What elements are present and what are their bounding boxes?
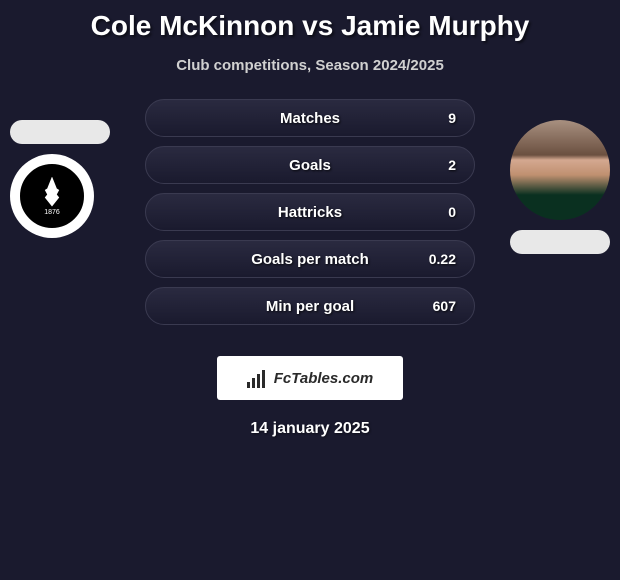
stat-label: Goals per match xyxy=(251,251,369,268)
brand-text: FcTables.com xyxy=(274,370,373,387)
player-left-avatar-placeholder xyxy=(10,120,110,144)
stat-bar-goals-per-match: Goals per match 0.22 xyxy=(145,240,475,278)
date-label: 14 january 2025 xyxy=(0,420,620,438)
subtitle: Club competitions, Season 2024/2025 xyxy=(0,57,620,74)
stat-label: Min per goal xyxy=(266,298,354,315)
club-badge-year: 1876 xyxy=(44,209,60,216)
stat-value-right: 607 xyxy=(433,298,456,314)
player-right-column xyxy=(510,120,610,254)
stat-bar-goals: Goals 2 xyxy=(145,146,475,184)
club-badge-inner: 1876 xyxy=(17,161,87,231)
player-right-avatar xyxy=(510,120,610,220)
chart-icon xyxy=(247,368,269,388)
stats-center: Matches 9 Goals 2 Hattricks 0 Goals per … xyxy=(135,99,485,334)
stat-value-right: 0.22 xyxy=(429,251,456,267)
stat-value-right: 2 xyxy=(448,157,456,173)
stat-label: Goals xyxy=(289,157,331,174)
branding-badge[interactable]: FcTables.com xyxy=(217,356,403,400)
stat-value-right: 0 xyxy=(448,204,456,220)
player-left-column: 1876 xyxy=(10,120,110,238)
player-left-club-badge: 1876 xyxy=(10,154,94,238)
player-right-club-placeholder xyxy=(510,230,610,254)
stat-label: Matches xyxy=(280,110,340,127)
stat-bar-min-per-goal: Min per goal 607 xyxy=(145,287,475,325)
page-title: Cole McKinnon vs Jamie Murphy xyxy=(0,10,620,42)
stat-value-right: 9 xyxy=(448,110,456,126)
thistle-icon xyxy=(40,177,64,207)
stat-bar-hattricks: Hattricks 0 xyxy=(145,193,475,231)
stat-bar-matches: Matches 9 xyxy=(145,99,475,137)
comparison-card: Cole McKinnon vs Jamie Murphy Club compe… xyxy=(0,0,620,448)
stat-label: Hattricks xyxy=(278,204,342,221)
